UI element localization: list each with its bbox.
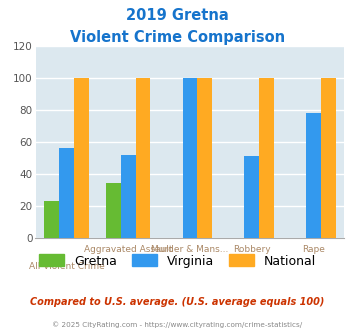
Bar (197, 78, 212, 238)
Text: Compared to U.S. average. (U.S. average equals 100): Compared to U.S. average. (U.S. average … (30, 297, 325, 307)
Text: Aggravated Assault: Aggravated Assault (84, 245, 173, 254)
Bar (259, 78, 274, 238)
Text: 2019 Gretna: 2019 Gretna (126, 8, 229, 23)
Legend: Gretna, Virginia, National: Gretna, Virginia, National (34, 249, 321, 273)
Bar (121, 155, 136, 238)
Bar (74, 78, 89, 238)
Bar (106, 183, 121, 238)
Text: Murder & Mans...: Murder & Mans... (151, 245, 229, 254)
Bar (182, 78, 197, 238)
Bar (59, 148, 74, 238)
Bar (136, 78, 151, 238)
Bar (244, 156, 259, 238)
Text: Rape: Rape (302, 245, 325, 254)
Bar (44, 201, 59, 238)
Text: Violent Crime Comparison: Violent Crime Comparison (70, 30, 285, 45)
Text: All Violent Crime: All Violent Crime (28, 262, 104, 272)
Bar (306, 113, 321, 238)
Text: Robbery: Robbery (233, 245, 271, 254)
Bar (321, 78, 336, 238)
Text: © 2025 CityRating.com - https://www.cityrating.com/crime-statistics/: © 2025 CityRating.com - https://www.city… (53, 322, 302, 328)
